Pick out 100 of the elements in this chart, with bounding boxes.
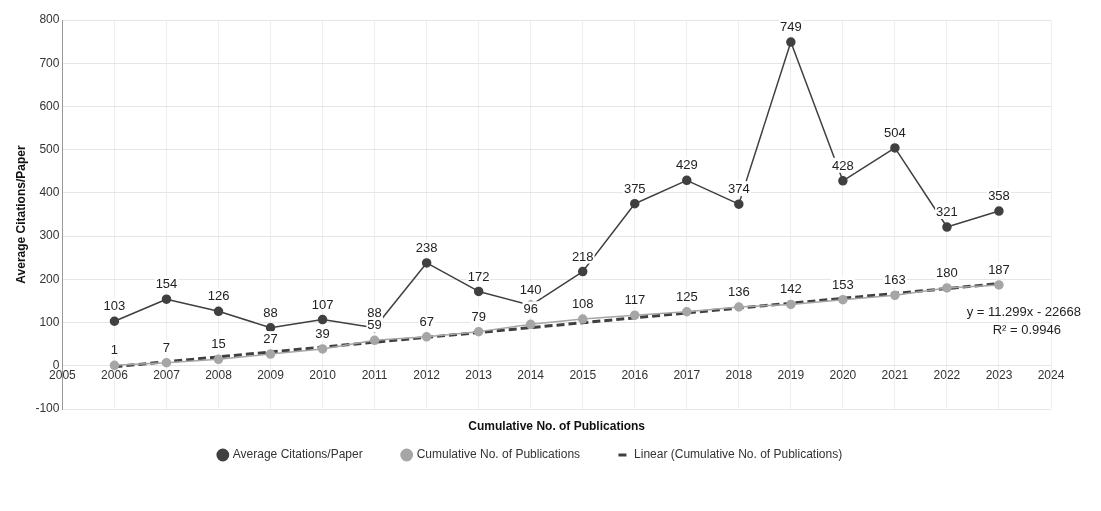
y-tick-label: 600	[39, 98, 60, 113]
data-label: 140	[519, 282, 542, 298]
point	[213, 306, 224, 317]
data-label: 88	[263, 304, 278, 320]
y-tick-label: 100	[39, 314, 60, 329]
data-label: 117	[624, 292, 646, 308]
x-tick-label: 2018	[725, 368, 753, 383]
point	[213, 354, 224, 365]
point	[734, 302, 744, 312]
data-label: 67	[419, 313, 434, 329]
x-tick-label: 2010	[309, 368, 337, 383]
data-label: 358	[988, 188, 1010, 204]
x-tick-label: 2024	[1037, 368, 1065, 383]
point	[890, 290, 900, 301]
y-tick-label: 700	[39, 55, 60, 70]
x-tick-label: 2006	[101, 368, 129, 383]
x-tick-label: 2022	[933, 368, 961, 383]
data-label: 321	[936, 204, 958, 220]
y-tick-label: 300	[39, 228, 60, 243]
point	[473, 326, 484, 337]
y-tick-label: 800	[39, 12, 60, 27]
x-tick-label: 2020	[829, 368, 857, 383]
legend-label: Average Citations/Paper	[232, 447, 363, 462]
x-tick-label: 2008	[205, 368, 233, 383]
point	[109, 316, 120, 327]
point	[786, 37, 796, 47]
x-tick-label: 2009	[257, 368, 285, 383]
data-label: 1	[110, 342, 119, 358]
data-label: 428	[832, 157, 854, 173]
y-tick-label: 500	[39, 141, 60, 156]
y-axis-title: Average Citations/Paper	[13, 145, 28, 284]
data-label: 180	[936, 265, 958, 281]
data-label: 125	[675, 288, 698, 304]
x-tick-label: 2007	[153, 368, 181, 383]
data-label: 88	[367, 304, 382, 320]
point	[265, 322, 276, 333]
x-tick-label: 2023	[985, 368, 1013, 383]
point	[265, 349, 276, 359]
data-label: 374	[727, 181, 750, 197]
point	[109, 360, 120, 371]
point	[630, 310, 640, 320]
point	[473, 286, 484, 297]
y-tick-label: -100	[35, 401, 60, 416]
point	[317, 344, 328, 354]
point	[994, 206, 1004, 216]
y-tick-label: 200	[39, 271, 60, 286]
data-label: 107	[311, 296, 334, 312]
data-label: 126	[207, 288, 230, 304]
x-tick-label: 2012	[413, 368, 441, 383]
point	[994, 280, 1004, 290]
x-tick-label: 2016	[621, 368, 649, 383]
legend-label: Cumulative No. of Publications	[416, 447, 581, 462]
point	[942, 222, 952, 232]
point	[369, 335, 380, 346]
data-label: 163	[884, 272, 906, 288]
point	[421, 258, 432, 268]
x-tick-label: 2014	[517, 368, 545, 383]
x-tick-label: 2017	[673, 368, 701, 383]
data-label: 172	[467, 268, 490, 284]
point	[577, 314, 588, 324]
data-label: 375	[623, 180, 646, 196]
data-label: 59	[367, 317, 382, 333]
x-axis-title: Cumulative No. of Publications	[468, 419, 646, 434]
data-label: 142	[780, 281, 802, 297]
point	[838, 176, 848, 186]
point	[838, 294, 848, 305]
x-tick-label: 2021	[881, 368, 909, 383]
annotation: R² = 0.9946	[992, 321, 1061, 337]
data-label: 103	[103, 298, 126, 314]
data-label: 108	[571, 296, 594, 312]
point	[525, 319, 536, 330]
data-label: 154	[155, 276, 178, 292]
x-tick-label: 2013	[465, 368, 493, 383]
data-label: 7	[162, 339, 171, 355]
data-label: 238	[415, 239, 438, 255]
data-label: 96	[523, 301, 538, 317]
point	[421, 332, 432, 342]
data-label: 136	[727, 284, 750, 300]
legend-label: Linear (Cumulative No. of Publications)	[634, 447, 843, 462]
data-label: 79	[471, 308, 486, 324]
data-label: 27	[263, 331, 278, 347]
point	[942, 283, 952, 293]
data-label: 218	[571, 248, 594, 264]
point	[161, 358, 172, 368]
point	[630, 198, 640, 209]
data-label: 749	[780, 19, 802, 35]
point	[577, 266, 588, 277]
x-tick-label: 2019	[777, 368, 805, 383]
data-label: 15	[211, 336, 226, 352]
y-tick-label: 400	[39, 185, 60, 200]
point	[682, 307, 692, 317]
annotation: y = 11.299x - 22668	[966, 303, 1081, 319]
point	[317, 314, 328, 325]
point	[890, 143, 900, 153]
point	[734, 199, 744, 209]
x-tick-label: 2015	[569, 368, 597, 383]
data-label: 153	[832, 276, 854, 292]
point	[786, 299, 796, 310]
data-label: 429	[675, 157, 698, 173]
data-label: 504	[884, 125, 906, 141]
